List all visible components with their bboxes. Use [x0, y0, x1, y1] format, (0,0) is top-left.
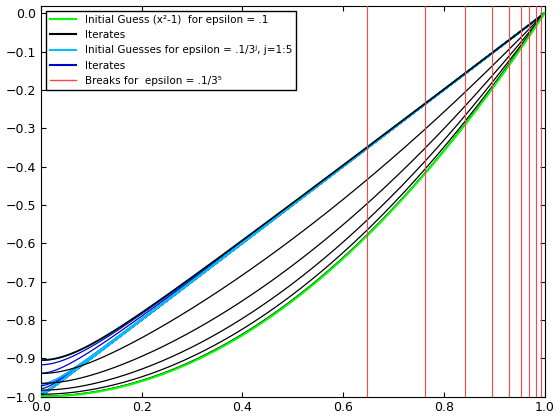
Legend: Initial Guess (x²-1)  for epsilon = .1, Iterates, Initial Guesses for epsilon = : Initial Guess (x²-1) for epsilon = .1, I… [46, 11, 296, 90]
